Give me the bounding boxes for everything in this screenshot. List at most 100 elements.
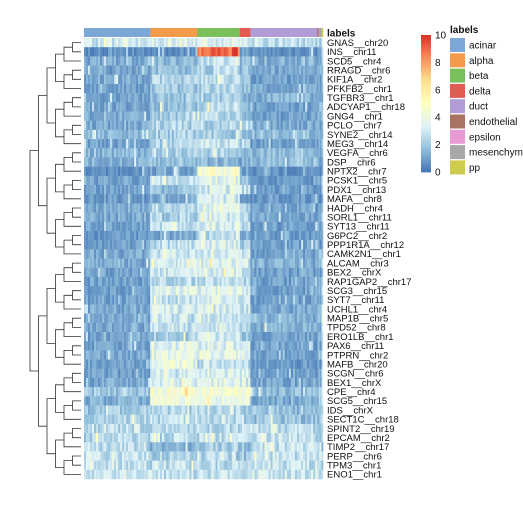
legend-label-beta: beta (469, 71, 489, 82)
color-scale-tick-label: 6 (435, 85, 441, 96)
gene-label: RAP1GAP2__chr17 (327, 277, 412, 288)
gene-label: SYNE2__chr14 (327, 130, 392, 141)
color-scale-tick-label: 2 (435, 140, 441, 151)
gene-label: G6PC2__chr2 (327, 231, 387, 242)
annotation-segment-endothelial (317, 28, 319, 37)
gene-label: BEX2__chrX (327, 268, 382, 279)
gene-label: KIF1A__chr2 (327, 75, 382, 86)
gene-label: SCGN__chr6 (327, 369, 384, 380)
gene-labels: GNAS__chr20INS__chr11SCD5__chr4RRAGD__ch… (327, 38, 412, 481)
color-scale-tick-label: 4 (435, 113, 441, 124)
gene-label: MAP1B__chr5 (327, 314, 388, 325)
color-scale-tick-label: 8 (435, 58, 441, 69)
gene-label: TPM3__chr1 (327, 461, 381, 472)
heatmap-group-delta (239, 38, 251, 480)
gene-label: HADH__chr4 (327, 203, 383, 214)
heatmap-group-epsilon (318, 38, 320, 480)
annotation-segment-alpha (150, 28, 198, 37)
gene-label: ALCAM__chr3 (327, 258, 389, 269)
legend-label-endothelial: endothelial (469, 117, 517, 128)
legend-swatch-beta (450, 68, 465, 83)
legend-label-alpha: alpha (469, 56, 494, 67)
heatmap-group-duct (250, 38, 318, 480)
gene-label: CPE__chr4 (327, 387, 376, 398)
gene-label: IDS__chrX (327, 405, 374, 416)
gene-label: PAX6__chr11 (327, 341, 384, 352)
color-scale-ticks: 0 2 4 6 8 10 (435, 31, 447, 179)
color-scale-bar (421, 35, 431, 173)
heatmap-group-pp (321, 38, 324, 480)
gene-label: NPTX2__chr7 (327, 167, 387, 178)
gene-label: SCG3__chr15 (327, 286, 387, 297)
gene-label: SYT13__chr11 (327, 222, 390, 233)
annotation-legend: acinar alpha beta delta duct endothelial epsil… (450, 38, 523, 175)
annotation-segment-duct (250, 28, 318, 37)
column-annotation-bar (84, 28, 324, 37)
gene-label: PDX1__chr13 (327, 185, 386, 196)
gene-label: INS__chr11 (327, 47, 376, 58)
gene-label: GNG4__chr1 (327, 111, 383, 122)
gene-label: PPP1R1A__chr12 (327, 240, 404, 251)
gene-label: RRAGD__chr6 (327, 65, 390, 76)
gene-label: PCLO__chr7 (327, 121, 382, 132)
legend-swatch-endothelial (450, 114, 465, 129)
gene-label: TIMP2__chr17 (327, 442, 389, 453)
gene-label: BEX1__chrX (327, 378, 382, 389)
gene-label: TPD52__chr8 (327, 323, 386, 334)
annotation-segment-mesenchym (319, 28, 322, 37)
legend-swatch-epsilon (450, 129, 465, 144)
gene-label: PERP__chr6 (327, 451, 382, 462)
gene-label: ENO1__chr1 (327, 470, 382, 481)
gene-label: SYT7__chr11 (327, 295, 384, 306)
legend-label-acinar: acinar (469, 41, 497, 52)
annotation-segment-beta (197, 28, 241, 37)
heatmap-group-endothelial (317, 38, 319, 480)
legend-label-mesenchym: mesenchym (469, 148, 523, 159)
heatmap-group-mesenchym (319, 38, 322, 480)
gene-label: GNAS__chr20 (327, 38, 388, 49)
color-scale-tick-label: 0 (435, 168, 441, 179)
annotation-segment-acinar (84, 28, 151, 37)
legend-label-delta: delta (469, 86, 491, 97)
legend-swatch-acinar (450, 38, 465, 52)
legend-label-duct: duct (469, 102, 488, 113)
gene-label: SPINT2__chr19 (327, 424, 395, 435)
gene-label: SCG5__chr15 (327, 396, 387, 407)
annotation-segment-epsilon (318, 28, 320, 37)
gene-label: SECT1C__chr18 (327, 415, 399, 426)
gene-label: PFKFB2__chr1 (327, 84, 392, 95)
gene-label: VEGFA__chr6 (327, 148, 388, 159)
legend-title: labels (450, 25, 479, 36)
gene-label: PCSK1__chr5 (327, 176, 387, 187)
gene-label: MEG3__chr14 (327, 139, 388, 150)
legend-swatch-alpha (450, 53, 465, 68)
gene-label: ADCYAP1__chr18 (327, 102, 405, 113)
gene-label: ERO1LB__chr1 (327, 332, 394, 343)
gene-label: EPCAM__chr2 (327, 433, 390, 444)
legend-swatch-duct (450, 99, 465, 114)
legend-swatch-pp (450, 160, 465, 175)
heatmap-group-alpha (150, 38, 198, 480)
gene-label: MAFA__chr8 (327, 194, 382, 205)
annotation-segment-delta (239, 28, 251, 37)
annotation-segment-pp (321, 28, 324, 37)
gene-label: MAFB__chr20 (327, 359, 388, 370)
gene-label: PTPRN__chr2 (327, 350, 388, 361)
gene-label: UCHL1__chr4 (327, 304, 387, 315)
heatmap-group-beta (197, 38, 241, 480)
heatmap-body (84, 38, 324, 480)
gene-label: SCD5__chr4 (327, 56, 381, 67)
heatmap-group-acinar (84, 38, 151, 480)
gene-label: TGFBR3__chr1 (327, 93, 394, 104)
color-scale-tick-label: 10 (435, 31, 447, 42)
gene-label: DSP__chr6 (327, 157, 376, 168)
legend-swatch-delta (450, 83, 465, 98)
gene-label: SORL1__chr11 (327, 212, 392, 223)
legend-label-pp: pp (469, 163, 481, 174)
legend-label-epsilon: epsilon (469, 132, 501, 143)
legend-swatch-mesenchym (450, 145, 465, 160)
gene-label: CAMK2N1__chr1 (327, 249, 401, 260)
annotation-row-label: labels (327, 29, 356, 40)
row-dendrogram (29, 42, 81, 475)
